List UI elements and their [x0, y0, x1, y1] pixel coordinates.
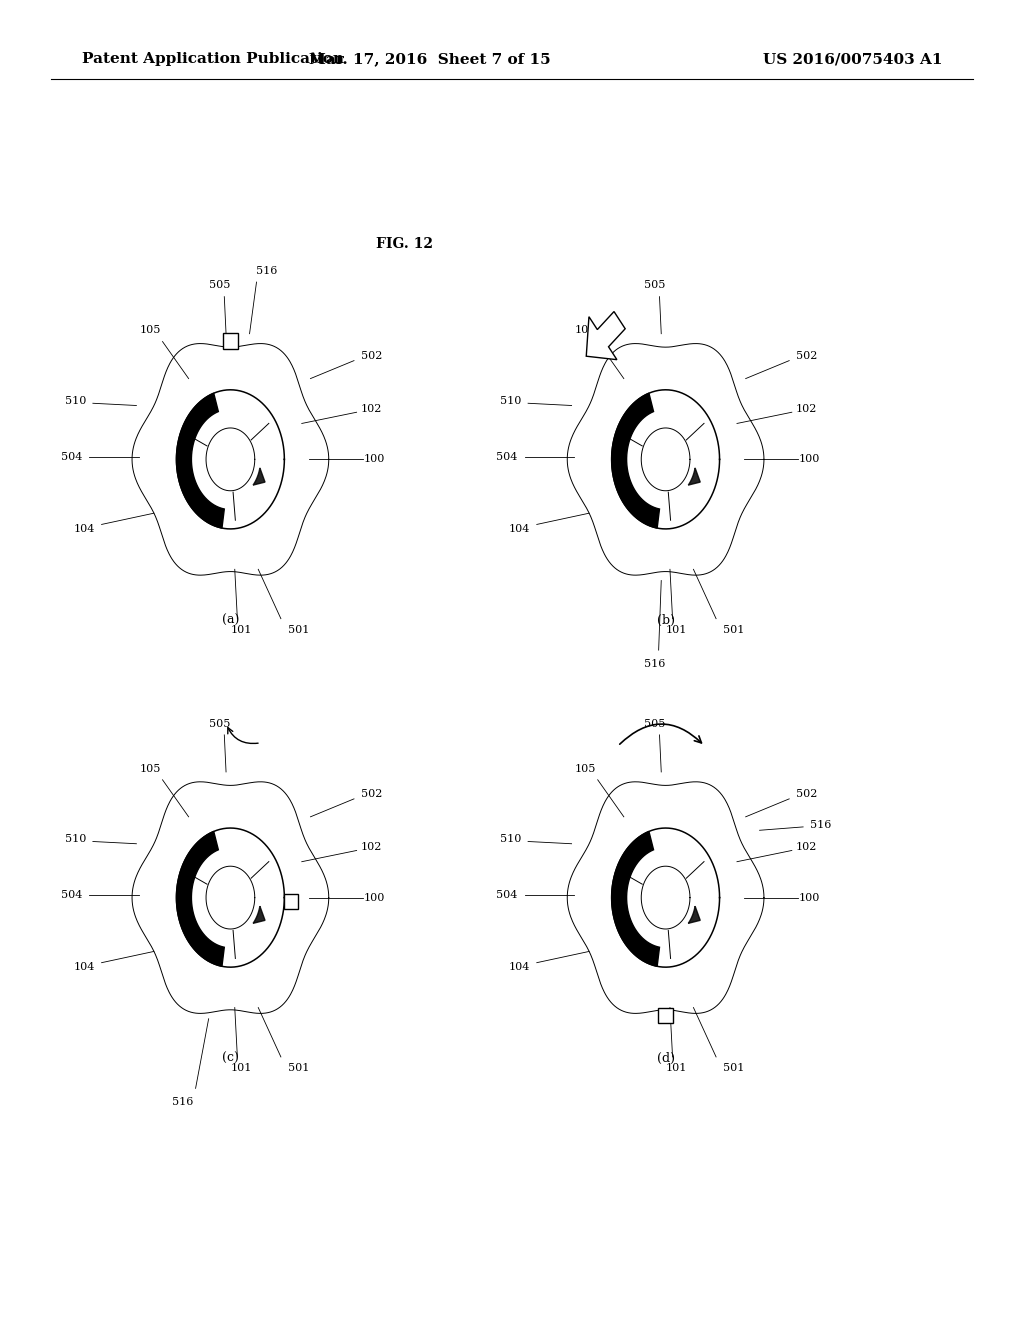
- Bar: [657, 1007, 674, 1023]
- Text: 100: 100: [364, 892, 385, 903]
- Text: (c): (c): [222, 1052, 239, 1065]
- Text: 504: 504: [497, 453, 518, 462]
- Text: 505: 505: [644, 718, 666, 729]
- Text: 510: 510: [65, 834, 86, 845]
- Text: 104: 104: [509, 524, 530, 533]
- Text: 101: 101: [666, 624, 687, 635]
- Text: 501: 501: [723, 624, 744, 635]
- Text: 502: 502: [360, 351, 382, 362]
- Text: 504: 504: [497, 891, 518, 900]
- Polygon shape: [253, 467, 265, 484]
- Text: 100: 100: [364, 454, 385, 465]
- Text: 510: 510: [65, 396, 86, 407]
- Text: 516: 516: [172, 1097, 194, 1106]
- Text: 510: 510: [500, 834, 521, 845]
- Text: 100: 100: [799, 892, 820, 903]
- Text: 505: 505: [209, 718, 230, 729]
- Text: 502: 502: [360, 789, 382, 800]
- Text: 104: 104: [509, 962, 530, 972]
- Polygon shape: [176, 832, 224, 966]
- Text: Mar. 17, 2016  Sheet 7 of 15: Mar. 17, 2016 Sheet 7 of 15: [309, 53, 551, 66]
- Text: 502: 502: [796, 351, 817, 362]
- Text: 501: 501: [288, 1063, 309, 1073]
- Text: 100: 100: [799, 454, 820, 465]
- Text: 105: 105: [139, 763, 161, 774]
- Polygon shape: [253, 906, 265, 923]
- Text: (b): (b): [656, 614, 675, 627]
- Text: 516: 516: [256, 265, 278, 276]
- Text: 101: 101: [666, 1063, 687, 1073]
- Text: 505: 505: [644, 280, 666, 290]
- Text: 105: 105: [574, 325, 596, 335]
- Text: 505: 505: [209, 280, 230, 290]
- Text: US 2016/0075403 A1: US 2016/0075403 A1: [763, 53, 942, 66]
- Text: 102: 102: [796, 404, 817, 414]
- Text: 501: 501: [288, 624, 309, 635]
- Text: 502: 502: [796, 789, 817, 800]
- Bar: [222, 333, 239, 350]
- Text: (d): (d): [656, 1052, 675, 1065]
- Text: 105: 105: [139, 325, 161, 335]
- Text: 104: 104: [74, 524, 95, 533]
- Text: 102: 102: [360, 404, 382, 414]
- Text: (a): (a): [222, 614, 239, 627]
- Polygon shape: [688, 467, 700, 484]
- Polygon shape: [688, 906, 700, 923]
- Text: Patent Application Publication: Patent Application Publication: [82, 53, 344, 66]
- Polygon shape: [587, 312, 626, 359]
- FancyArrowPatch shape: [620, 725, 701, 744]
- Text: 504: 504: [61, 453, 83, 462]
- Text: 510: 510: [500, 396, 521, 407]
- Text: FIG. 12: FIG. 12: [376, 238, 433, 251]
- FancyArrowPatch shape: [227, 727, 258, 743]
- Text: 105: 105: [574, 763, 596, 774]
- Text: 102: 102: [360, 842, 382, 853]
- Text: 516: 516: [644, 659, 666, 668]
- Text: 102: 102: [796, 842, 817, 853]
- Text: 501: 501: [723, 1063, 744, 1073]
- Text: 101: 101: [230, 1063, 252, 1073]
- Polygon shape: [611, 832, 659, 966]
- Text: 516: 516: [810, 820, 831, 830]
- Polygon shape: [611, 393, 659, 528]
- Text: 101: 101: [230, 624, 252, 635]
- Bar: [285, 894, 298, 908]
- Text: 504: 504: [61, 891, 83, 900]
- Text: 104: 104: [74, 962, 95, 972]
- Polygon shape: [176, 393, 224, 528]
